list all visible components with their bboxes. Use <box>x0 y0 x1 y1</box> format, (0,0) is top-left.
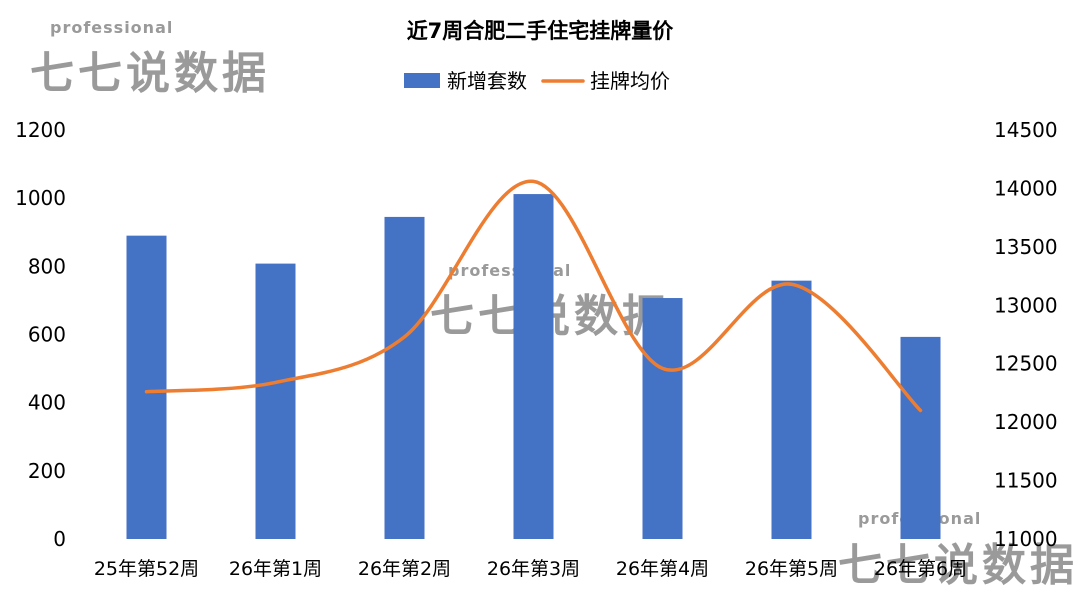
watermark-brand: 七七说数据 <box>30 48 270 99</box>
x-tick-label: 26年第2周 <box>358 558 451 580</box>
watermark-top-left: professional 七七说数据 <box>30 18 270 99</box>
y-right-tick-label: 12000 <box>994 410 1058 434</box>
watermark-brand: 七七说数据 <box>838 540 1078 591</box>
legend-label-bar: 新增套数 <box>447 69 527 93</box>
x-axis: 25年第52周 26年第1周 26年第2周 26年第3周 26年第4周 26年第5周 26年… <box>94 558 967 580</box>
y-left-tick-label: 600 <box>28 323 66 347</box>
watermark-bottom-right: professional 七七说数据 <box>838 509 1078 591</box>
bar-series <box>126 194 941 540</box>
x-tick-label: 26年第1周 <box>229 558 322 580</box>
y-right-tick-label: 11500 <box>994 469 1058 493</box>
y-right-tick-label: 13000 <box>994 293 1058 317</box>
watermark-tagline: professional <box>50 18 173 37</box>
y-right-tick-label: 14000 <box>994 176 1058 200</box>
y-right-tick-label: 11000 <box>994 527 1058 551</box>
y-left-tick-label: 400 <box>28 391 66 415</box>
legend-swatch-bar <box>404 73 440 88</box>
line-series <box>144 179 923 413</box>
y-left-tick-label: 200 <box>28 459 66 483</box>
bar <box>126 235 167 540</box>
x-tick-label: 26年第4周 <box>616 558 709 580</box>
legend-label-line: 挂牌均价 <box>590 69 670 93</box>
bar <box>384 216 425 539</box>
y-right-tick-label: 14500 <box>994 118 1058 142</box>
x-tick-label: 25年第52周 <box>94 558 199 580</box>
y-right-tick-label: 12500 <box>994 352 1058 376</box>
y-left-tick-label: 800 <box>28 254 66 278</box>
x-tick-label: 26年第6周 <box>874 558 967 580</box>
y-left-tick-label: 0 <box>53 527 66 551</box>
bar <box>642 298 683 539</box>
y-axis-left: 0 200 400 600 800 1000 1200 <box>15 118 66 551</box>
bar <box>513 194 554 539</box>
x-tick-label: 26年第3周 <box>487 558 580 580</box>
x-tick-label: 26年第5周 <box>745 558 838 580</box>
y-left-tick-label: 1200 <box>15 118 66 142</box>
chart-title: 近7周合肥二手住宅挂牌量价 <box>407 19 675 43</box>
y-right-tick-label: 13500 <box>994 235 1058 259</box>
bar <box>255 263 296 539</box>
y-axis-right: 11000 11500 12000 12500 13000 13500 14000 14500 <box>994 118 1058 551</box>
y-left-tick-label: 1000 <box>15 186 66 210</box>
bar <box>771 280 812 539</box>
legend: 新增套数 挂牌均价 <box>404 69 670 93</box>
bar <box>900 336 941 539</box>
